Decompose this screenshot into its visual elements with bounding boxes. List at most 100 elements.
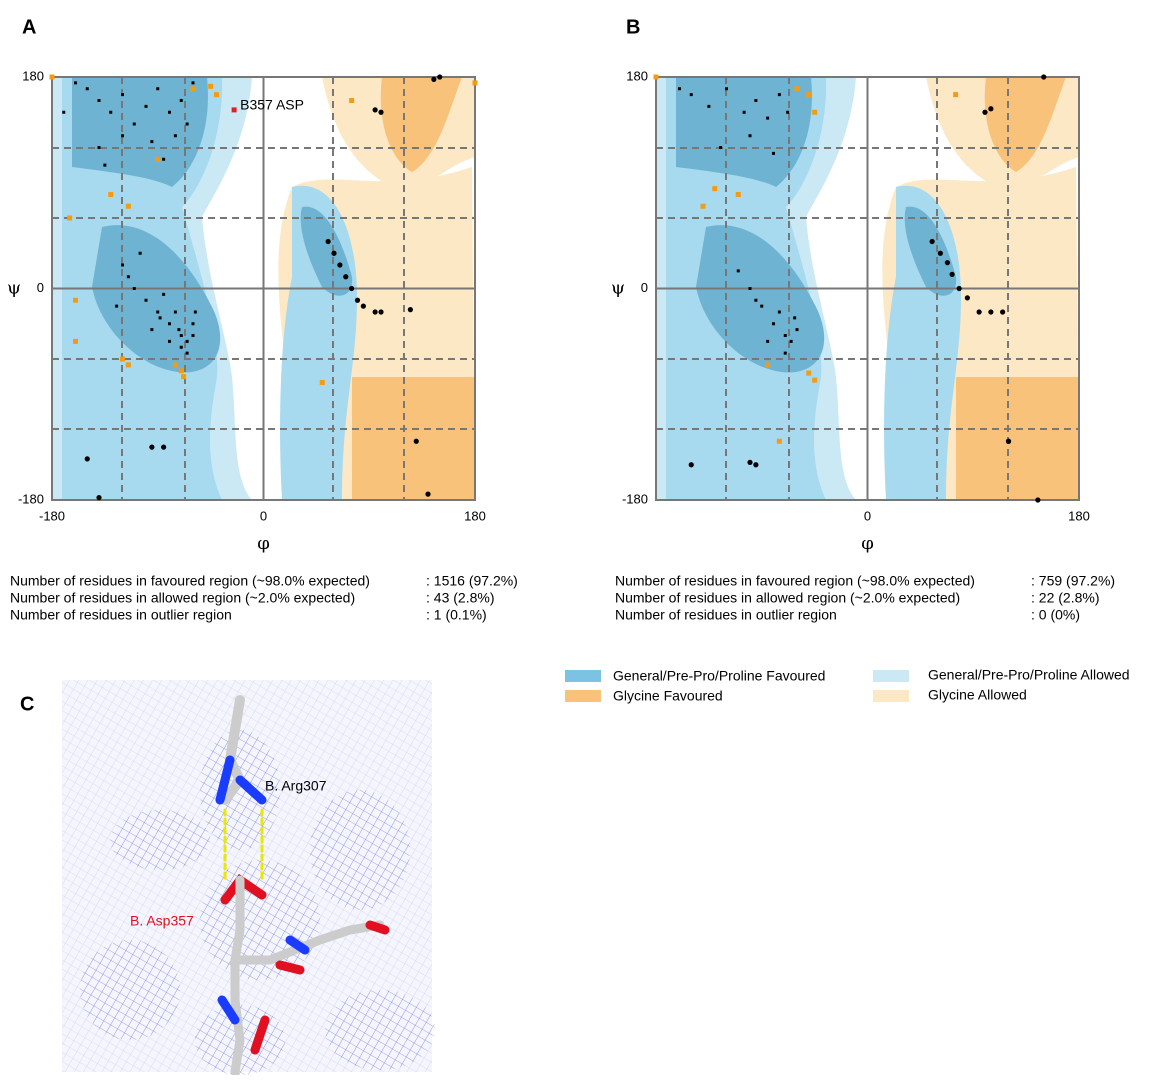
point	[138, 251, 142, 255]
point	[748, 134, 752, 138]
point	[806, 92, 812, 98]
point	[937, 250, 943, 256]
point	[976, 309, 982, 315]
point	[319, 380, 325, 385]
point	[156, 310, 160, 314]
point	[354, 297, 361, 303]
panel-label: B	[626, 16, 640, 38]
point	[953, 92, 959, 98]
annotation: B357 ASP	[240, 97, 304, 113]
point	[168, 110, 171, 114]
y-tick-label: 180	[626, 68, 648, 83]
point	[795, 328, 799, 332]
y-tick-label: 0	[641, 280, 648, 295]
point	[1035, 497, 1041, 503]
point	[173, 134, 177, 138]
regions-b	[655, 76, 1080, 501]
point	[325, 238, 331, 245]
legend-label: General/Pre-Pro/Proline Allowed	[928, 667, 1130, 683]
point	[193, 310, 197, 314]
legend-swatch	[873, 690, 909, 702]
point	[783, 351, 787, 355]
point	[777, 310, 781, 314]
point	[168, 339, 171, 343]
point	[678, 87, 681, 91]
point	[437, 74, 443, 80]
point	[191, 334, 195, 337]
point	[929, 238, 935, 245]
point	[73, 297, 78, 303]
point	[62, 110, 66, 114]
point	[155, 156, 161, 162]
point	[349, 98, 355, 103]
point	[173, 310, 177, 314]
stat-label: Number of residues in favoured region (~…	[10, 573, 370, 589]
point	[944, 260, 951, 266]
point	[178, 368, 184, 374]
legend-label: Glycine Allowed	[928, 687, 1027, 703]
y-tick-label: -180	[622, 491, 648, 506]
density-map	[62, 680, 435, 1075]
point	[1005, 438, 1012, 444]
stat-value: : 759 (97.2%)	[1031, 573, 1115, 589]
point	[378, 109, 384, 115]
stat-label: Number of residues in allowed region (~2…	[615, 590, 960, 606]
point	[126, 275, 130, 279]
point	[84, 456, 90, 462]
point	[766, 339, 770, 343]
point	[742, 110, 746, 114]
point	[748, 287, 752, 290]
point	[747, 459, 753, 465]
point	[372, 107, 378, 113]
point	[343, 274, 349, 280]
x-tick-label: 0	[864, 508, 871, 523]
point	[121, 134, 124, 138]
point	[121, 93, 124, 97]
point	[472, 80, 478, 86]
legend-swatch	[565, 670, 601, 682]
x-tick-label: 180	[1068, 508, 1090, 523]
point	[754, 99, 758, 102]
point	[772, 151, 775, 155]
point	[181, 374, 187, 380]
residue-label: B. Asp357	[130, 913, 194, 929]
point	[132, 287, 136, 290]
point	[766, 116, 770, 120]
legend-swatch	[565, 690, 601, 702]
x-tick-label: 0	[260, 508, 267, 523]
stat-label: Number of residues in outlier region	[615, 607, 837, 623]
point	[67, 215, 73, 221]
point	[179, 345, 183, 349]
point	[949, 271, 955, 277]
point	[735, 192, 741, 197]
point	[360, 303, 366, 309]
regions-a	[51, 76, 476, 501]
point	[337, 262, 343, 268]
point	[49, 74, 55, 80]
y-axis-label: ψ	[7, 278, 21, 299]
point	[125, 362, 131, 368]
point	[150, 140, 154, 144]
point	[806, 370, 812, 376]
x-tick-label: -180	[39, 508, 65, 523]
point	[725, 87, 728, 91]
point	[121, 263, 124, 267]
point	[190, 86, 196, 92]
point	[407, 307, 413, 313]
point	[179, 99, 183, 102]
legend-label: General/Pre-Pro/Proline Favoured	[613, 668, 825, 684]
point	[988, 309, 994, 315]
point	[760, 304, 764, 308]
x-axis-label: φ	[257, 533, 270, 554]
point	[85, 87, 89, 91]
stat-label: Number of residues in favoured region (~…	[615, 573, 975, 589]
point	[144, 104, 148, 108]
point	[812, 377, 818, 383]
point	[378, 309, 384, 315]
point	[772, 322, 775, 326]
point	[794, 86, 800, 92]
point	[754, 298, 758, 302]
point	[776, 438, 782, 444]
point	[431, 76, 437, 82]
